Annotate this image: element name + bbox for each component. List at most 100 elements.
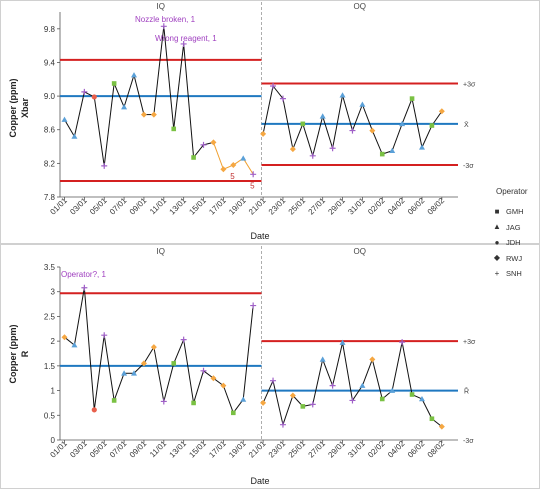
data-point-jag	[359, 101, 366, 107]
x-tick-label: 05/01	[88, 439, 109, 460]
data-point-snh	[160, 23, 167, 30]
data-point-snh	[81, 88, 88, 95]
data-point-gmh	[379, 151, 385, 157]
data-line-segment	[212, 142, 224, 170]
x-tick-label: 04/02	[386, 439, 407, 460]
data-line-segment	[322, 116, 334, 149]
legend-label-jag: JAG	[506, 222, 521, 232]
diamond-marker-icon: ◆	[493, 253, 501, 263]
operator-legend: Operator ■ GMH ▲ JAG ● JDH ◆ RWJ + SNH	[488, 187, 540, 282]
plus-marker-icon: +	[494, 268, 500, 278]
annotation-label: Nozzle broken, 1	[135, 15, 196, 24]
data-point-snh	[399, 339, 406, 346]
data-point-snh	[101, 332, 108, 339]
data-point-jag	[131, 370, 138, 376]
legend-title: Operator	[496, 187, 528, 196]
data-line-segment	[83, 287, 95, 410]
data-point-jag	[389, 147, 396, 154]
data-line-segment	[421, 398, 433, 419]
data-line-segment	[183, 43, 195, 158]
data-point-gmh	[171, 126, 177, 132]
lower-limit-label: -3σ	[463, 438, 474, 445]
y-tick-label: 0	[51, 436, 56, 445]
data-point-gmh	[300, 121, 306, 127]
data-point-snh	[349, 127, 356, 134]
annotation-label: 5	[250, 181, 255, 190]
data-line-segment	[332, 95, 344, 149]
data-line-segment	[361, 359, 373, 386]
data-point-gmh	[231, 410, 236, 416]
data-line-segment	[113, 373, 125, 401]
data-line-segment	[73, 287, 85, 346]
data-point-snh	[279, 421, 286, 428]
data-point-gmh	[171, 361, 177, 366]
data-point-rwj	[140, 360, 147, 367]
data-line-segment	[272, 380, 284, 425]
data-point-snh	[250, 171, 257, 178]
data-line-segment	[173, 339, 185, 364]
data-point-rwj	[150, 111, 157, 118]
data-point-snh	[101, 162, 108, 169]
legend-item-rwj: ◆ RWJ	[488, 251, 540, 267]
data-line-segment	[103, 335, 115, 401]
x-axis-title: Date	[250, 231, 269, 241]
data-point-gmh	[429, 416, 435, 422]
data-point-jag	[121, 370, 128, 376]
data-line-segment	[222, 385, 234, 413]
data-point-jag	[240, 155, 247, 161]
data-line-segment	[342, 342, 353, 401]
data-point-snh	[200, 141, 207, 148]
legend-label-gmh: GMH	[506, 207, 524, 217]
data-point-rwj	[210, 139, 217, 146]
data-line-segment	[401, 342, 413, 395]
y-tick-label: 8.2	[44, 159, 56, 168]
data-point-jag	[339, 92, 346, 98]
y-tick-label: 1.5	[44, 362, 56, 371]
y-axis-subtitle: R	[20, 350, 30, 357]
data-line-segment	[272, 85, 284, 99]
square-marker-icon: ■	[494, 206, 500, 216]
data-point-rwj	[260, 399, 267, 406]
data-line-segment	[163, 363, 175, 402]
data-point-rwj	[438, 108, 445, 115]
data-point-snh	[329, 382, 336, 389]
x-tick-label: 13/01	[168, 439, 189, 460]
x-tick-label: 17/01	[207, 196, 228, 217]
x-tick-label: 21/01	[247, 196, 268, 217]
x-tick-label: 29/01	[326, 439, 347, 460]
x-tick-label: 15/01	[187, 196, 208, 217]
data-line-segment	[292, 123, 304, 150]
x-tick-label: 05/01	[88, 196, 109, 217]
x-tick-label: 06/02	[406, 439, 427, 460]
data-line-segment	[302, 123, 314, 156]
y-tick-label: 9.8	[44, 25, 56, 34]
data-line-segment	[262, 380, 274, 404]
data-point-gmh	[191, 155, 196, 160]
x-tick-label: 31/01	[346, 196, 367, 217]
data-point-rwj	[210, 375, 217, 382]
data-line-segment	[312, 116, 324, 156]
data-point-rwj	[369, 356, 376, 363]
phase-label: IQ	[157, 247, 165, 256]
x-tick-label: 11/01	[148, 196, 168, 216]
data-point-snh	[270, 377, 277, 384]
x-tick-label: 03/01	[68, 439, 89, 460]
x-tick-label: 02/02	[366, 439, 387, 460]
data-point-jdh	[91, 407, 97, 413]
x-tick-label: 29/01	[326, 196, 347, 217]
data-point-gmh	[111, 398, 117, 403]
y-tick-label: 9.4	[44, 58, 56, 67]
data-point-gmh	[191, 400, 196, 406]
data-point-gmh	[111, 81, 117, 86]
x-tick-label: 23/01	[267, 196, 288, 217]
annotation-label: Operator?, 1	[61, 270, 106, 279]
data-point-jag	[71, 342, 78, 348]
data-line-segment	[411, 98, 423, 148]
data-line-segment	[163, 26, 175, 129]
data-point-snh	[81, 284, 88, 291]
data-line-segment	[93, 335, 105, 410]
data-point-jag	[71, 133, 78, 139]
x-tick-label: 02/02	[366, 196, 387, 217]
